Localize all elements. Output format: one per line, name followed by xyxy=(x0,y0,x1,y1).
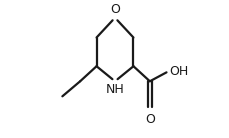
Text: O: O xyxy=(144,113,154,126)
Text: OH: OH xyxy=(169,65,188,78)
Text: O: O xyxy=(110,3,119,16)
Text: NH: NH xyxy=(105,83,124,96)
